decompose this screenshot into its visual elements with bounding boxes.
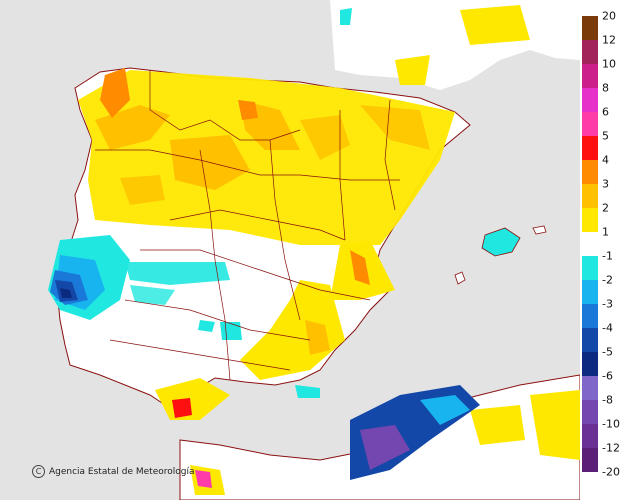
- legend-label: -3: [602, 297, 613, 311]
- legend-label: 4: [602, 153, 609, 167]
- legend-label: -8: [602, 393, 613, 407]
- legend-swatch: [582, 208, 598, 232]
- legend-swatch: [582, 304, 598, 328]
- legend-swatch: [582, 88, 598, 112]
- legend-label: 2: [602, 201, 609, 215]
- legend-swatch: [582, 376, 598, 400]
- legend-swatch: [582, 112, 598, 136]
- legend-swatch: [582, 136, 598, 160]
- legend-swatch: [582, 232, 598, 256]
- negative-anomaly-areas: [48, 8, 480, 480]
- aemet-logo-icon: C: [32, 465, 45, 478]
- legend-swatch: [582, 256, 598, 280]
- legend-swatch: [582, 280, 598, 304]
- legend-label: 12: [602, 33, 616, 47]
- legend-swatch: [582, 352, 598, 376]
- legend-label: -5: [602, 345, 613, 359]
- legend-swatch: [582, 64, 598, 88]
- credit-line: C Agencia Estatal de Meteorología: [32, 465, 195, 478]
- color-legend: 20 12 10 8 6 5 4 3 2 1 -1 -2 -3 -4 -5 -6 -8 -10 -12 -20: [582, 10, 630, 480]
- legend-label: -2: [602, 273, 613, 287]
- legend-label: 8: [602, 81, 609, 95]
- legend-swatch: [582, 328, 598, 352]
- anomaly-map: [0, 0, 580, 500]
- menorca: [532, 225, 547, 235]
- legend-label: 6: [602, 105, 609, 119]
- legend-label: -20: [602, 465, 620, 479]
- legend-label: 1: [602, 225, 609, 239]
- legend-label: -10: [602, 417, 620, 431]
- legend-swatch: [582, 40, 598, 64]
- mallorca: [481, 227, 521, 257]
- legend-label: -1: [602, 249, 613, 263]
- legend-swatch: [582, 424, 598, 448]
- legend-swatch: [582, 16, 598, 40]
- legend-swatch: [582, 160, 598, 184]
- legend-swatch: [582, 448, 598, 472]
- legend-label: 5: [602, 129, 609, 143]
- legend-label: -12: [602, 441, 620, 455]
- credit-text: Agencia Estatal de Meteorología: [49, 466, 195, 477]
- legend-label: 3: [602, 177, 609, 191]
- legend-swatch: [582, 184, 598, 208]
- legend-label: 10: [602, 57, 616, 71]
- region-borders: [95, 70, 400, 381]
- legend-label: -6: [602, 369, 613, 383]
- ibiza: [454, 271, 466, 285]
- legend-label: 20: [602, 9, 616, 23]
- positive-anomaly-areas: [78, 5, 580, 495]
- legend-swatch: [582, 400, 598, 424]
- watermark: aemet: [505, 455, 566, 475]
- legend-label: -4: [602, 321, 613, 335]
